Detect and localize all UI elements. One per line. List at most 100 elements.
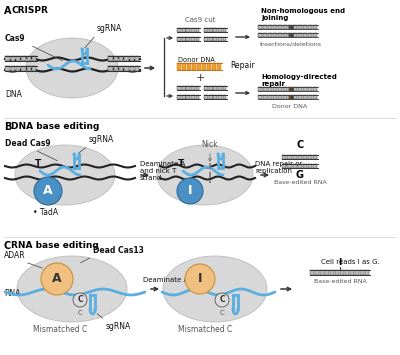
Text: Homology-directed: Homology-directed xyxy=(261,74,337,80)
Bar xyxy=(108,56,113,61)
Text: ADAR: ADAR xyxy=(4,251,26,260)
Bar xyxy=(313,25,317,29)
Bar xyxy=(293,25,297,29)
Bar xyxy=(10,56,15,61)
Bar xyxy=(26,66,31,71)
Bar xyxy=(313,164,317,168)
Bar xyxy=(303,155,307,159)
Circle shape xyxy=(73,293,87,307)
Bar xyxy=(303,87,307,91)
Circle shape xyxy=(185,264,215,294)
Circle shape xyxy=(34,177,62,205)
Bar xyxy=(258,87,262,91)
Bar xyxy=(313,95,317,99)
Bar xyxy=(278,87,282,91)
Text: Cas9: Cas9 xyxy=(5,34,26,43)
Bar xyxy=(119,56,123,61)
Bar xyxy=(298,25,302,29)
Text: DNA base editing: DNA base editing xyxy=(11,122,99,131)
Bar xyxy=(177,37,181,41)
Text: Cell reads I as G.: Cell reads I as G. xyxy=(321,259,379,265)
Bar xyxy=(320,270,324,275)
Bar xyxy=(10,66,15,71)
Bar xyxy=(214,95,217,99)
Text: Base-edited RNA: Base-edited RNA xyxy=(274,180,326,185)
Bar xyxy=(182,63,186,70)
Text: Donor DNA: Donor DNA xyxy=(178,57,215,63)
Bar xyxy=(186,37,190,41)
Bar xyxy=(196,28,200,32)
Bar xyxy=(258,25,262,29)
Bar xyxy=(124,66,129,71)
Text: repair: repair xyxy=(261,81,285,87)
Bar xyxy=(209,95,213,99)
Text: B: B xyxy=(4,122,11,132)
Bar xyxy=(182,86,186,90)
Bar xyxy=(303,164,307,168)
Bar xyxy=(308,87,312,91)
Bar xyxy=(212,63,216,70)
Text: RNA: RNA xyxy=(4,289,20,299)
Text: Mismatched C: Mismatched C xyxy=(178,325,232,334)
Bar xyxy=(268,95,272,99)
Bar xyxy=(177,28,181,32)
Bar xyxy=(288,25,292,29)
Bar xyxy=(186,95,190,99)
Text: CRISPR: CRISPR xyxy=(11,6,48,15)
Bar xyxy=(204,86,208,90)
Bar xyxy=(32,56,36,61)
Bar xyxy=(130,66,134,71)
Bar xyxy=(191,28,195,32)
Text: I: I xyxy=(338,258,342,267)
Bar xyxy=(298,155,302,159)
Bar xyxy=(258,33,262,37)
Bar xyxy=(303,25,307,29)
Bar xyxy=(182,37,186,41)
Bar xyxy=(182,28,186,32)
Bar xyxy=(273,87,277,91)
Bar xyxy=(298,164,302,168)
Text: Donor DNA: Donor DNA xyxy=(272,104,308,109)
Bar xyxy=(263,25,267,29)
Text: and nick T: and nick T xyxy=(140,168,176,174)
Bar xyxy=(119,66,123,71)
Bar xyxy=(278,25,282,29)
Circle shape xyxy=(41,263,73,295)
Bar xyxy=(293,87,297,91)
Bar xyxy=(217,63,221,70)
Text: C: C xyxy=(220,310,224,316)
Bar xyxy=(283,87,287,91)
Ellipse shape xyxy=(15,145,115,205)
Bar xyxy=(186,28,190,32)
Bar xyxy=(135,66,139,71)
Bar xyxy=(288,33,292,37)
Text: Mismatched C: Mismatched C xyxy=(33,325,87,334)
Bar xyxy=(350,270,354,275)
Bar xyxy=(21,66,26,71)
Bar xyxy=(268,25,272,29)
Bar xyxy=(288,95,292,99)
Bar xyxy=(308,25,312,29)
Text: Insertions/deletions: Insertions/deletions xyxy=(259,42,321,47)
Bar xyxy=(313,155,317,159)
Circle shape xyxy=(215,293,229,307)
Bar xyxy=(303,95,307,99)
Bar xyxy=(360,270,364,275)
Bar xyxy=(258,95,262,99)
Bar xyxy=(273,95,277,99)
Bar xyxy=(293,33,297,37)
Bar xyxy=(124,56,129,61)
Bar xyxy=(292,164,297,168)
Bar xyxy=(282,164,286,168)
Bar xyxy=(310,270,314,275)
Text: Dead Cas9: Dead Cas9 xyxy=(5,139,51,148)
Bar xyxy=(223,37,226,41)
Text: +: + xyxy=(195,73,205,83)
Text: sgRNA: sgRNA xyxy=(106,322,131,331)
Bar xyxy=(223,28,226,32)
Text: T: T xyxy=(35,159,41,169)
Text: DNA repair or: DNA repair or xyxy=(255,161,302,167)
Text: sgRNA: sgRNA xyxy=(97,24,122,33)
Bar xyxy=(345,270,349,275)
Bar xyxy=(202,63,206,70)
